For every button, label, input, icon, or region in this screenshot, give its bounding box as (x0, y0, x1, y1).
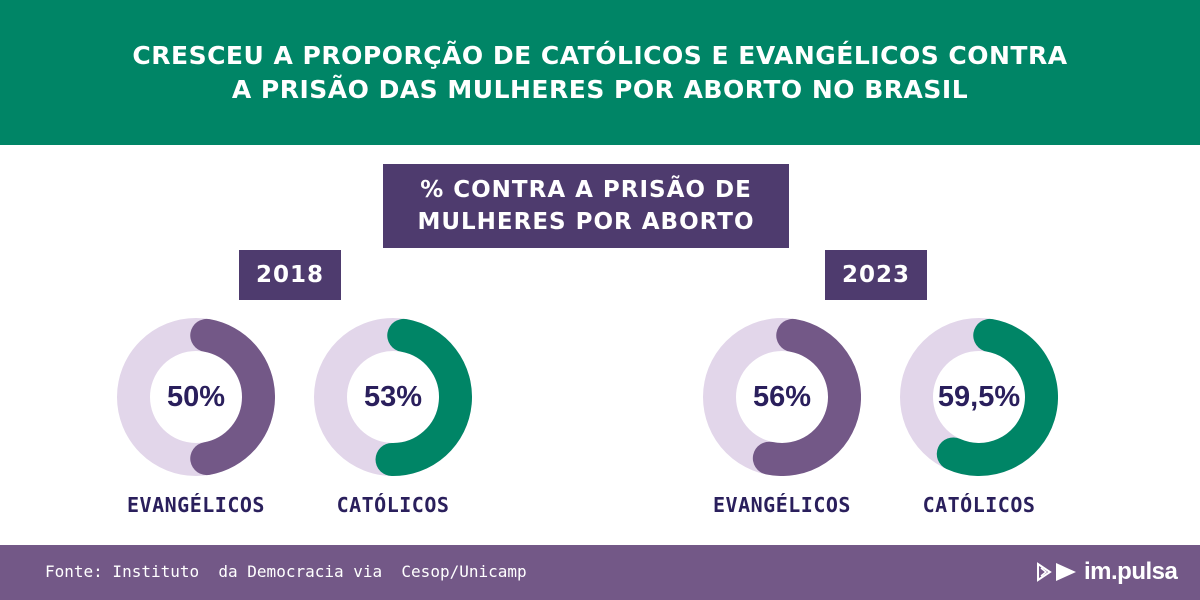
subtitle-box: % CONTRA A PRISÃO DE MULHERES POR ABORTO (383, 164, 789, 248)
page-title: CRESCEU A PROPORÇÃO DE CATÓLICOS E EVANG… (132, 40, 1068, 104)
year-label-2018: 2018 (255, 262, 324, 288)
donut-arc-2023-evangelicos (752, 318, 861, 476)
logo-play-icon (1037, 562, 1076, 582)
donut-svg-2023-catolicos (900, 318, 1058, 476)
chart-subtitle: % CONTRA A PRISÃO DE MULHERES POR ABORTO (417, 177, 755, 235)
value-label-2018-catolicos: 53% (363, 380, 423, 413)
donut-svg-2018-evangelicos (117, 318, 275, 476)
logo-text: im.pulsa (1084, 558, 1178, 585)
category-label-2023-catolicos: CATÓLICOS (922, 493, 1036, 517)
donut-2018-catolicos: 53% (314, 318, 472, 476)
impulsa-logo: im.pulsa (1036, 557, 1178, 587)
donut-2018-evangelicos: 50% (117, 318, 275, 476)
donut-arc-2023-catolicos (936, 318, 1058, 476)
category-label-2018-catolicos: CATÓLICOS (336, 493, 450, 517)
year-badge-2023: 2023 (825, 250, 927, 300)
donut-2023-catolicos: 59,5% (900, 318, 1058, 476)
header-banner: CRESCEU A PROPORÇÃO DE CATÓLICOS E EVANG… (0, 0, 1200, 145)
donut-2023-evangelicos: 56% (703, 318, 861, 476)
footer-bar: Fonte: Instituto da Democracia via Cesop… (0, 545, 1200, 600)
donut-svg-2018-catolicos (314, 318, 472, 476)
category-label-2018-evangelicos: EVANGÉLICOS (127, 493, 265, 517)
source-note: Fonte: Instituto da Democracia via Cesop… (45, 562, 527, 581)
year-label-2023: 2023 (841, 262, 910, 288)
value-label-2023-evangelicos: 56% (752, 380, 812, 413)
value-label-2018-evangelicos: 50% (166, 380, 226, 413)
year-badge-2018: 2018 (239, 250, 341, 300)
donut-svg-2023-evangelicos (703, 318, 861, 476)
value-label-2023-catolicos: 59,5% (937, 380, 1021, 413)
donut-arc-2018-evangelicos (190, 318, 275, 476)
category-label-2023-evangelicos: EVANGÉLICOS (713, 493, 851, 517)
donut-arc-2018-catolicos (375, 318, 472, 476)
